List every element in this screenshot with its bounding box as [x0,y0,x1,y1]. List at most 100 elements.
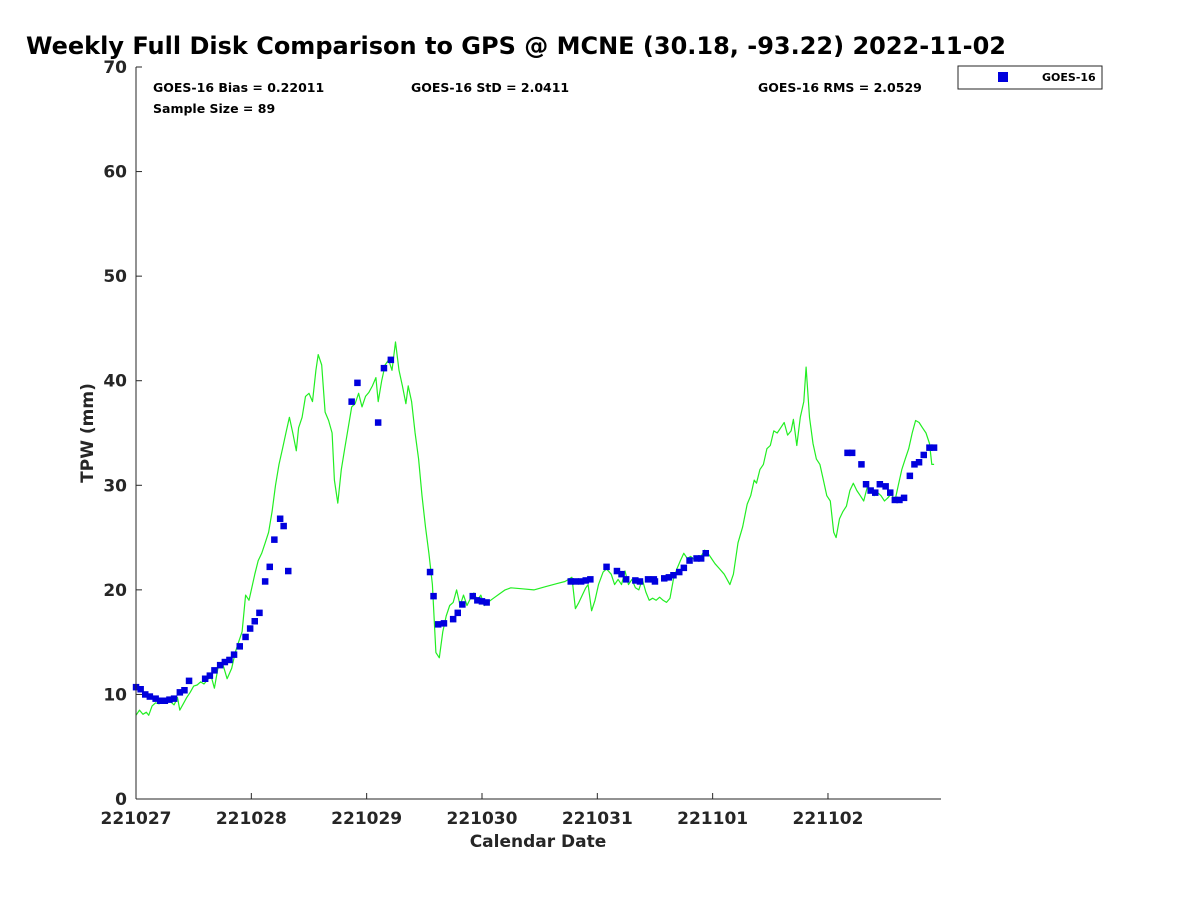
legend-marker-goes-16 [998,72,1008,82]
goes-16-point [157,697,164,704]
legend-box [957,65,1103,90]
goes-16-point [374,419,382,426]
y-tick-label: 40 [103,372,127,392]
goes-16-point [348,398,355,405]
goes-16-point [236,643,243,650]
goes-16-point [636,578,644,585]
goes-16-point [285,567,292,575]
goes-16-point [242,633,249,641]
goes-16-point [354,379,361,387]
goes-16-point [261,578,269,585]
plot-background [136,67,941,799]
goes-16-point [170,695,178,702]
goes-16-point [930,444,938,451]
goes-16-point [256,609,263,617]
goes-16-point [469,592,476,600]
goes-16-point [618,570,625,578]
goes-16-point [230,651,238,658]
goes-16-point [896,496,903,504]
goes-16-point [166,696,173,703]
x-tick-label: 221030 [446,809,517,829]
goes-16-point [858,461,865,468]
goes-16-point [906,472,914,480]
y-tick-label: 0 [115,790,127,810]
stat-std: GOES-16 StD = 2.0411 [411,80,569,95]
goes-16-point [686,557,693,564]
goes-16-point [680,564,688,572]
goes-16-point [426,568,434,576]
legend-label-goes-16: GOES-16 [1042,71,1096,84]
stat-rms: GOES-16 RMS = 2.0529 [758,80,922,95]
stat-bias: GOES-16 Bias = 0.22011 [153,80,324,95]
chart-title: Weekly Full Disk Comparison to GPS @ MCN… [26,32,1006,60]
goes-16-point [900,494,908,502]
goes-16-point [632,577,639,584]
goes-16-point [651,578,659,585]
goes-16-point [587,576,594,583]
goes-16-point [882,483,889,490]
y-tick-label: 10 [103,685,127,705]
goes-16-point [276,515,284,522]
legend: GOES-16 [957,65,1103,90]
goes-16-point [572,578,579,585]
goes-16-point [280,522,287,530]
y-ticks: 0 10 20 30 40 50 60 70 [103,58,142,810]
x-ticks: 221027 221028 221029 221030 221031 221101 2211… [101,793,863,829]
goes-16-point [577,578,585,585]
y-tick-label: 60 [103,163,127,183]
goes-16-point [185,677,193,685]
goes-16-point [702,550,709,557]
x-tick-label: 221029 [331,809,402,829]
goes-16-point [676,568,683,576]
goes-16-point [246,625,254,632]
goes-16-point [137,686,144,693]
goes-16-point [216,661,224,669]
goes-16-point [251,618,258,625]
goes-16-point [152,695,159,702]
x-tick-label: 221102 [792,809,863,829]
goes-16-point [891,496,899,504]
plot-area: 0 10 20 30 40 50 60 70 221027 221028 221029 221030… [101,58,941,829]
goes-16-point [867,487,874,494]
goes-16-point [876,481,884,488]
goes-16-point [161,697,169,704]
goes-16-point [181,687,188,694]
goes-16-point [454,609,461,617]
goes-16-point [211,667,218,674]
y-tick-label: 70 [103,58,127,78]
goes-16-point [920,451,927,459]
gps-series-line [135,341,935,716]
goes-16-point [911,461,918,468]
goes-16-point [271,536,278,543]
y-tick-label: 30 [103,476,127,496]
goes-16-point [146,693,154,700]
goes-16-point [387,356,395,364]
x-axis-label: Calendar Date [470,832,607,852]
x-tick-label: 221101 [677,809,748,829]
goes-16-point [483,599,490,606]
goes-16-point [613,567,621,575]
gps-line-layer [135,341,935,716]
goes-16-point [670,572,677,579]
goes-16-point [848,449,856,457]
goes-16-point [603,563,610,571]
goes-16-point [915,459,923,466]
goes-16-point [926,444,933,451]
goes-16-point [693,555,700,562]
goes-16-point [226,656,233,664]
goes-16-point [440,620,448,627]
goes-16-point [201,675,209,682]
goes-16-point [449,615,457,623]
goes-16-point [430,592,437,600]
goes-16-point [478,598,486,605]
goes-markers-layer [132,356,938,704]
goes-16-point [887,489,894,496]
y-axis-label: TPW (mm) [78,383,98,483]
goes-16-point [872,489,879,496]
goes-16-point [206,672,214,679]
x-tick-label: 221028 [216,809,287,829]
goes-16-point [266,563,273,571]
goes-16-point [844,449,851,457]
goes-16-point [567,578,574,585]
